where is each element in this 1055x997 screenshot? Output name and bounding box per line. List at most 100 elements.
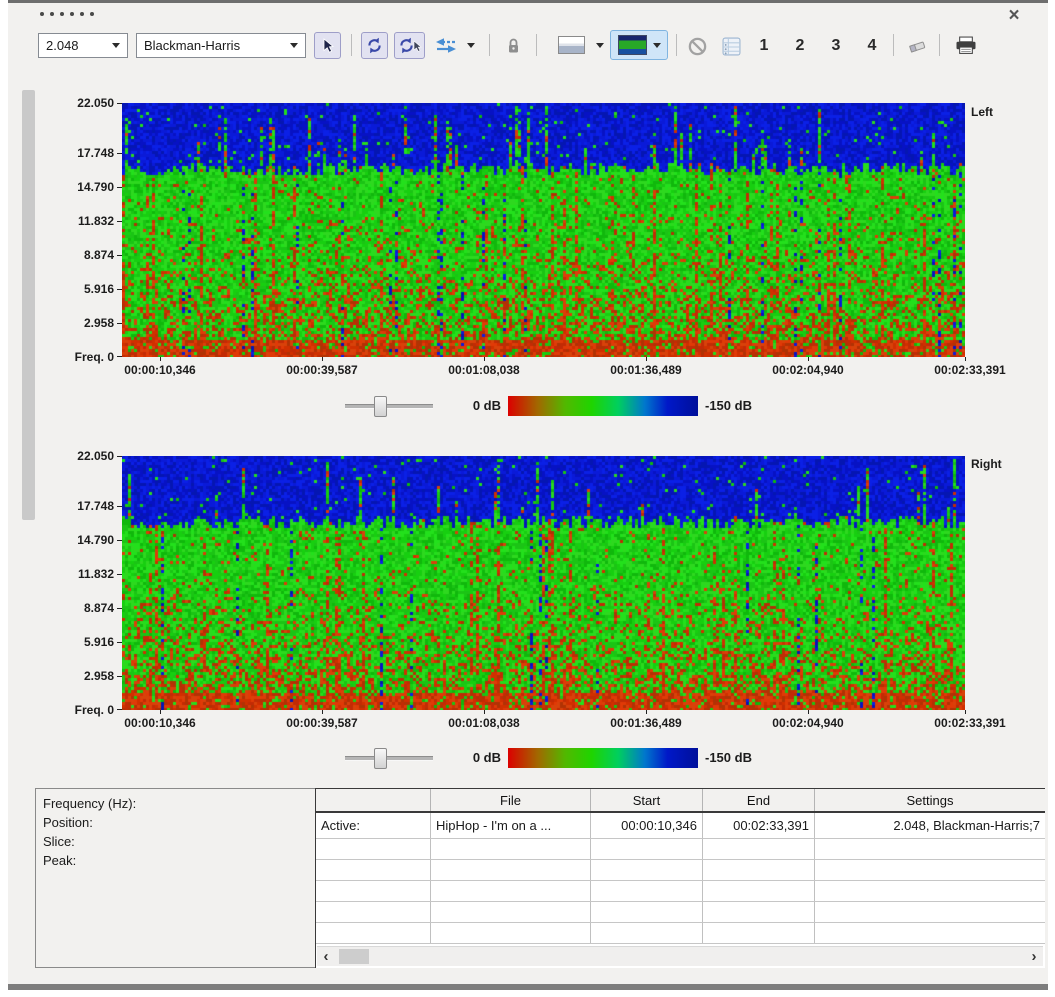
spectrogram-right-canvas[interactable] <box>122 456 965 710</box>
table-row[interactable] <box>316 923 1045 944</box>
freq-tick-label: 2.958 <box>52 669 114 683</box>
freq-tick-label: 22.050 <box>52 449 114 463</box>
axis-tick <box>117 676 122 677</box>
channel-label-right: Right <box>971 457 1002 471</box>
time-tick-label: 00:02:33,391 <box>905 363 1035 377</box>
freq-tick-label: 14.790 <box>52 180 114 194</box>
db-min-label: -150 dB <box>705 398 752 413</box>
time-tick-label: 00:01:08,038 <box>419 716 549 730</box>
header-start[interactable]: Start <box>590 789 702 811</box>
snapshots-table: File Start End Settings Active: HipHop -… <box>315 788 1045 968</box>
lock-icon <box>506 37 521 54</box>
swap-channels-button[interactable] <box>429 32 463 59</box>
db-max-label: 0 dB <box>455 398 501 413</box>
active-row-file: HipHop - I'm on a ... <box>430 813 590 838</box>
table-row[interactable] <box>316 902 1045 923</box>
disable-button[interactable] <box>684 33 710 59</box>
printer-icon <box>954 36 978 55</box>
window-grip-handle[interactable] <box>40 12 94 16</box>
print-button[interactable] <box>948 32 984 59</box>
table-row[interactable] <box>316 839 1045 860</box>
position-readout-label: Position: <box>43 813 136 832</box>
preset-2-button[interactable]: 2 <box>787 33 813 59</box>
preset-4-button[interactable]: 4 <box>859 33 885 59</box>
statistics-grid-button[interactable] <box>718 33 744 59</box>
table-row[interactable]: Active: HipHop - I'm on a ... 00:00:10,3… <box>316 813 1045 839</box>
axis-tick <box>117 221 122 222</box>
time-tick-label: 00:00:39,587 <box>257 363 387 377</box>
freq-zero-label: Freq. 0 <box>48 703 114 717</box>
preset-1-button[interactable]: 1 <box>751 33 777 59</box>
toolbar-separator <box>939 34 940 56</box>
eraser-icon <box>906 38 928 55</box>
db-max-label: 0 dB <box>455 750 501 765</box>
floor-slider-thumb[interactable] <box>374 396 387 417</box>
scrollbar-thumb[interactable] <box>339 949 369 964</box>
db-color-scale <box>508 748 698 768</box>
refresh-button[interactable] <box>361 32 388 59</box>
freq-tick-label: 8.874 <box>52 601 114 615</box>
peak-readout-label: Peak: <box>43 851 136 870</box>
chevron-down-icon <box>653 43 661 48</box>
active-row-label: Active: <box>316 813 430 838</box>
scroll-right-icon[interactable]: › <box>1025 947 1043 966</box>
fft-size-combobox[interactable]: 2.048 <box>38 33 128 58</box>
axis-tick <box>117 289 122 290</box>
spectrogram-left-canvas[interactable] <box>122 103 965 357</box>
axis-tick <box>117 255 122 256</box>
time-tick-label: 00:00:10,346 <box>95 716 225 730</box>
table-header-row: File Start End Settings <box>316 789 1045 813</box>
time-tick <box>484 710 485 714</box>
header-settings[interactable]: Settings <box>814 789 1045 811</box>
auto-refresh-button[interactable] <box>394 32 425 59</box>
swap-options-dropdown[interactable] <box>463 32 479 59</box>
time-tick <box>646 357 647 361</box>
vertical-scrollbar[interactable] <box>22 90 35 520</box>
table-row[interactable] <box>316 881 1045 902</box>
spectrum-analysis-window: × 2.048 Blackman-Harris <box>0 0 1055 997</box>
header-file[interactable]: File <box>430 789 590 811</box>
floor-slider-track[interactable] <box>345 404 433 409</box>
cursor-arrow-icon <box>320 38 336 54</box>
freq-tick-label: 22.050 <box>52 96 114 110</box>
axis-tick <box>117 356 122 357</box>
freq-tick-label: 5.916 <box>52 282 114 296</box>
toolbar-separator <box>489 34 490 56</box>
time-tick-label: 00:01:36,489 <box>581 363 711 377</box>
axis-tick <box>117 709 122 710</box>
readout-labels: Frequency (Hz): Position: Slice: Peak: <box>43 794 136 870</box>
axis-tick <box>117 642 122 643</box>
preset-3-button[interactable]: 3 <box>823 33 849 59</box>
close-button[interactable]: × <box>1002 4 1026 28</box>
time-tick <box>808 357 809 361</box>
time-tick-label: 00:02:04,940 <box>743 363 873 377</box>
floor-slider-track[interactable] <box>345 756 433 761</box>
time-tick-label: 00:00:39,587 <box>257 716 387 730</box>
spectrogram-view-button[interactable] <box>610 30 668 60</box>
time-tick <box>322 710 323 714</box>
axis-tick <box>117 506 122 507</box>
axis-tick <box>117 540 122 541</box>
chevron-down-icon <box>596 43 604 48</box>
eraser-button[interactable] <box>903 33 931 59</box>
waveform-view-dropdown[interactable] <box>592 31 607 59</box>
axis-tick <box>117 608 122 609</box>
lock-button[interactable] <box>500 32 527 59</box>
time-tick <box>160 710 161 714</box>
window-function-combobox[interactable]: Blackman-Harris <box>136 33 306 58</box>
table-horizontal-scrollbar[interactable]: ‹ › <box>317 946 1043 966</box>
toolbar-separator <box>351 34 352 56</box>
pointer-tool-button[interactable] <box>314 32 341 59</box>
waveform-view-button[interactable] <box>549 31 593 59</box>
waveform-view-icon <box>558 36 585 54</box>
table-row[interactable] <box>316 860 1045 881</box>
spectrogram-view-icon <box>618 35 647 55</box>
freq-tick-label: 17.748 <box>52 146 114 160</box>
preset-3-label: 3 <box>832 37 841 55</box>
floor-slider-thumb[interactable] <box>374 748 387 769</box>
preset-4-label: 4 <box>868 37 877 55</box>
channel-label-left: Left <box>971 105 993 119</box>
time-tick-label: 00:01:36,489 <box>581 716 711 730</box>
scroll-left-icon[interactable]: ‹ <box>317 947 335 966</box>
header-end[interactable]: End <box>702 789 814 811</box>
